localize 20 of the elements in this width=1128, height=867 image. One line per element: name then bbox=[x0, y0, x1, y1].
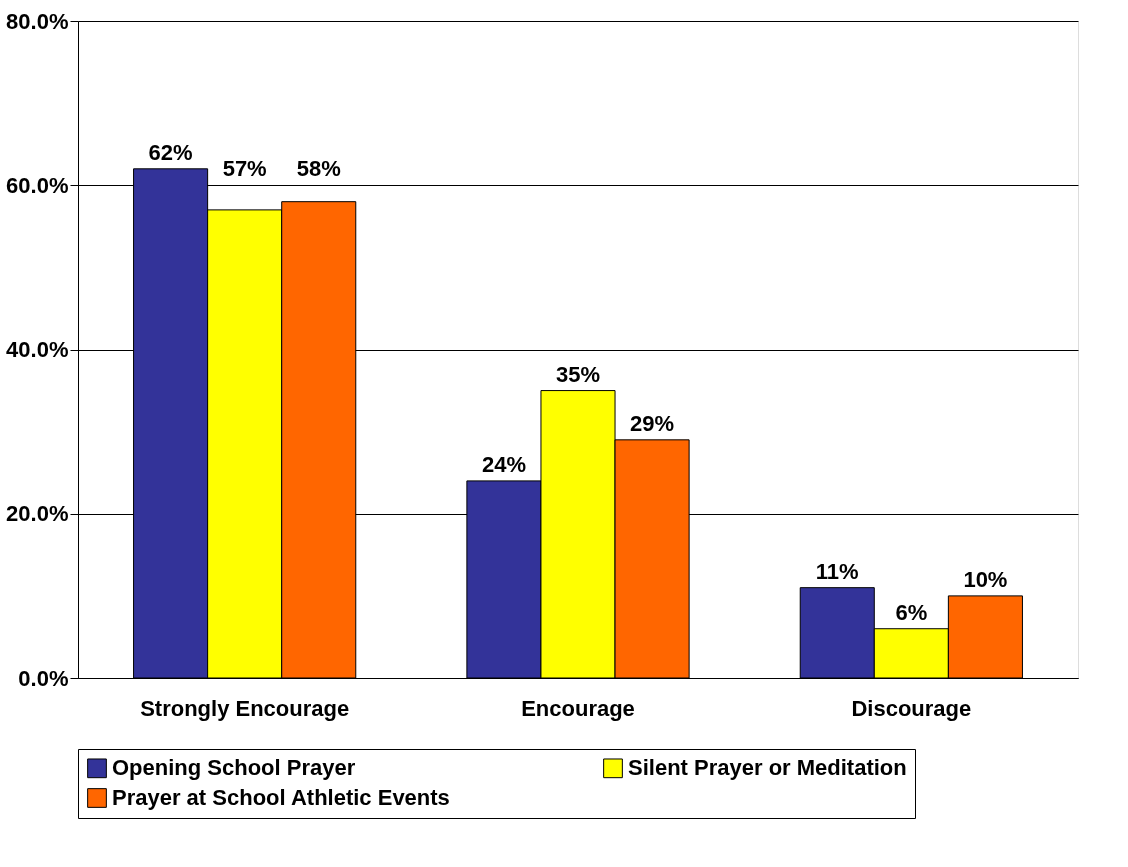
data-label: 35% bbox=[555, 361, 601, 387]
legend-label: Opening School Prayer bbox=[112, 755, 356, 781]
data-label: 11% bbox=[815, 558, 859, 584]
x-tick-label: Encourage bbox=[521, 695, 635, 721]
data-label: 29% bbox=[630, 410, 675, 436]
legend-label: Silent Prayer or Meditation bbox=[628, 755, 907, 781]
y-tick-label: 60.0% bbox=[6, 172, 69, 198]
x-tick-label: Strongly Encourage bbox=[140, 695, 350, 721]
x-tick-label: Discourage bbox=[851, 695, 972, 721]
legend-label: Prayer at School Athletic Events bbox=[112, 785, 450, 810]
data-label: 62% bbox=[148, 139, 193, 165]
data-label: 57% bbox=[222, 156, 267, 182]
y-tick-label: 80.0% bbox=[6, 8, 69, 34]
y-tick-label: 0.0% bbox=[18, 665, 69, 691]
data-label: 6% bbox=[895, 599, 928, 625]
data-label: 58% bbox=[296, 156, 341, 182]
data-label: 10% bbox=[963, 566, 1008, 592]
y-tick-label: 20.0% bbox=[6, 501, 69, 527]
y-tick-label: 40.0% bbox=[6, 337, 69, 362]
data-label: 24% bbox=[481, 451, 526, 477]
